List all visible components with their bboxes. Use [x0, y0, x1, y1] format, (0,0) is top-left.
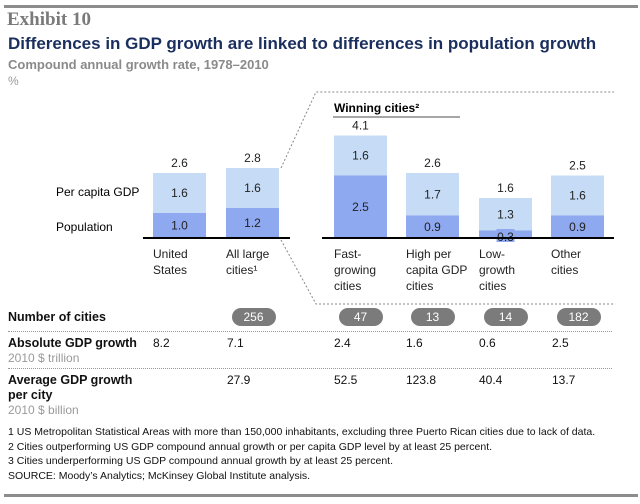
- category-label: capita GDP: [406, 263, 467, 277]
- data-label-population: 0.9: [569, 220, 586, 234]
- data-label-population: 1.0: [171, 219, 188, 233]
- city-count-badge: 182: [556, 308, 601, 326]
- category-label: Fast-: [334, 247, 361, 261]
- data-label-total: 4.1: [352, 119, 369, 133]
- category-label: Low-: [479, 247, 505, 261]
- absolute-gdp-value: 2.5: [552, 336, 569, 350]
- city-count-badge: 256: [231, 308, 276, 326]
- category-label: cities¹: [226, 263, 257, 277]
- bar-population: [334, 175, 387, 238]
- data-label-total: 2.8: [244, 151, 261, 165]
- category-label: All large: [226, 247, 270, 261]
- category-label: cities: [406, 279, 433, 293]
- data-label-per-capita-gdp: 1.6: [244, 181, 261, 195]
- avg-gdp-value: 27.9: [227, 373, 251, 387]
- data-label-per-capita-gdp: 1.3: [497, 207, 514, 221]
- bar-per-capita-gdp: [334, 135, 387, 176]
- category-label: High per: [406, 247, 451, 261]
- category-label: cities: [334, 279, 361, 293]
- absolute-gdp-value: 8.2: [153, 336, 170, 350]
- bar-per-capita-gdp: [226, 168, 279, 208]
- city-count-badge: 47: [338, 308, 383, 326]
- footnote-3: 3 Cities underperforming US GDP compound…: [8, 455, 394, 467]
- category-label: cities: [479, 279, 506, 293]
- exhibit-number: Exhibit 10: [7, 9, 91, 30]
- footnote-2: 2 Cities outperforming US GDP compound a…: [8, 441, 493, 453]
- bar-population: [226, 208, 279, 238]
- group-label-winning-cities: Winning cities²: [334, 101, 419, 115]
- absolute-gdp-unit: 2010 $ trillion: [8, 351, 80, 365]
- data-label-total: 1.6: [497, 181, 514, 195]
- data-label-total: 2.6: [171, 156, 188, 170]
- bar-population: [551, 215, 604, 238]
- category-label: States: [153, 263, 187, 277]
- bar-per-capita-gdp: [406, 173, 459, 216]
- avg-gdp-value: 13.7: [552, 373, 576, 387]
- divider: [8, 331, 612, 332]
- bar-per-capita-gdp: [479, 198, 532, 231]
- category-label: United: [153, 247, 188, 261]
- absolute-gdp-value: 7.1: [227, 336, 244, 350]
- data-label-total: 2.6: [424, 156, 441, 170]
- city-count-badge: 13: [410, 308, 455, 326]
- stacked-bar-chart: 1.6 1.0 2.6 United States 1.6 1.2 2.8 All large c…: [56, 91, 614, 305]
- data-label-per-capita-gdp: 1.6: [352, 149, 369, 163]
- absolute-gdp-label: Absolute GDP growth: [8, 336, 137, 350]
- chart-title: Differences in GDP growth are linked to …: [8, 34, 597, 53]
- legend-per-capita-gdp: Per capita GDP: [56, 185, 139, 199]
- data-label-population: 0.9: [424, 220, 441, 234]
- zoom-connector-top: [280, 91, 614, 169]
- avg-gdp-label-line2: per city: [8, 388, 53, 402]
- category-label: Other: [551, 247, 581, 261]
- category-label: growth: [479, 263, 515, 277]
- chart-subtitle: Compound annual growth rate, 1978–2010: [8, 57, 269, 72]
- footnote-1: 1 US Metropolitan Statistical Areas with…: [8, 426, 596, 438]
- avg-gdp-value: 123.8: [406, 373, 437, 387]
- data-label-population: 1.2: [244, 216, 261, 230]
- number-of-cities-label: Number of cities: [8, 310, 106, 324]
- absolute-gdp-value: 2.4: [334, 336, 351, 350]
- unit-label: %: [8, 74, 19, 88]
- avg-gdp-value: 52.5: [334, 373, 358, 387]
- bar-population: [153, 213, 206, 238]
- absolute-gdp-value: 1.6: [406, 336, 423, 350]
- data-label-total: 2.5: [569, 159, 586, 173]
- divider: [8, 368, 612, 369]
- category-label: growing: [334, 263, 376, 277]
- bottom-rule: [4, 494, 638, 497]
- top-rule: [4, 5, 638, 8]
- avg-gdp-value: 40.4: [479, 373, 503, 387]
- bar-per-capita-gdp: [153, 173, 206, 213]
- avg-gdp-unit: 2010 $ billion: [8, 403, 79, 417]
- zoom-connector-bottom: [280, 239, 614, 305]
- absolute-gdp-value: 0.6: [479, 336, 496, 350]
- city-count-badge: 14: [483, 308, 528, 326]
- category-label: cities: [551, 263, 578, 277]
- data-label-per-capita-gdp: 1.6: [569, 189, 586, 203]
- data-label-per-capita-gdp: 1.6: [171, 186, 188, 200]
- legend-population: Population: [56, 220, 113, 234]
- bar-population: [406, 215, 459, 238]
- source-note: SOURCE: Moody’s Analytics; McKinsey Glob…: [8, 470, 311, 482]
- data-label-population: 2.5: [352, 200, 369, 214]
- bar-per-capita-gdp: [551, 175, 604, 216]
- data-label-per-capita-gdp: 1.7: [424, 187, 441, 201]
- avg-gdp-label: Average GDP growth: [8, 373, 133, 387]
